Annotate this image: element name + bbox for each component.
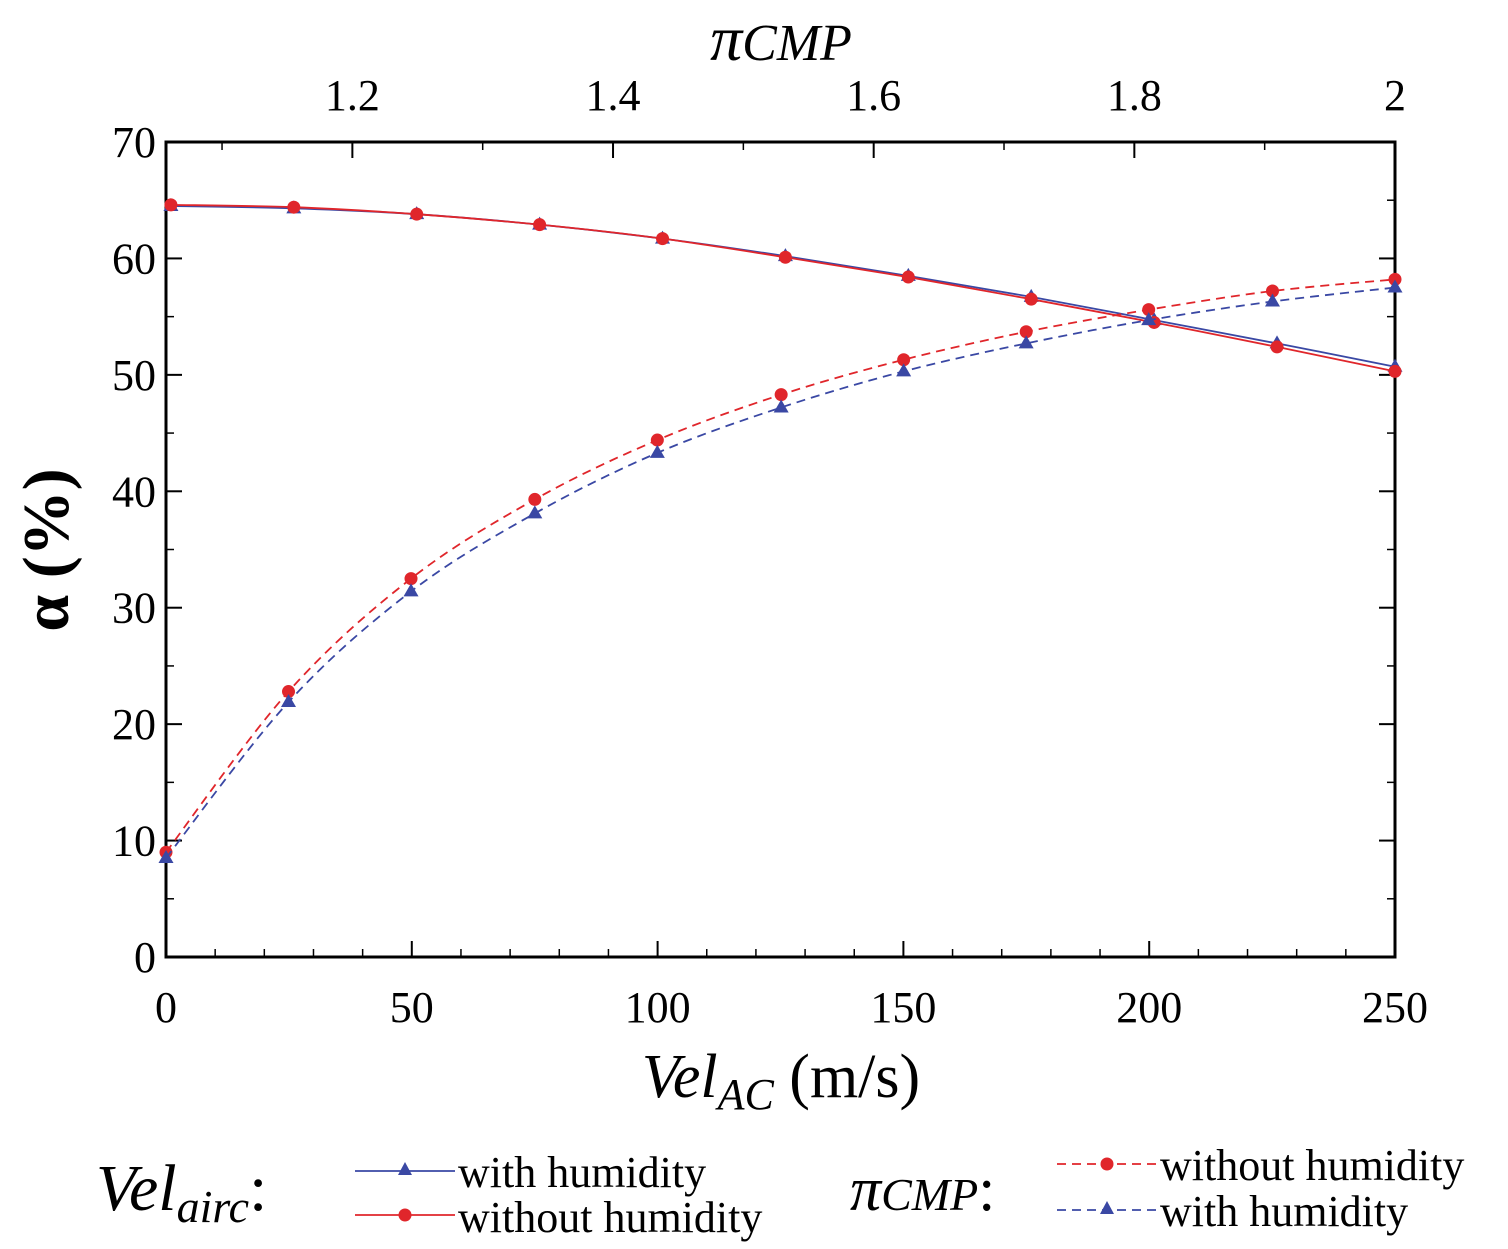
data-point-circle <box>774 388 788 402</box>
plot-frame <box>164 140 1397 959</box>
data-point-triangle <box>281 694 297 708</box>
data-point-triangle <box>403 583 419 597</box>
data-point-triangle <box>158 850 174 864</box>
data-point-circle <box>404 572 418 586</box>
legend-group2-title-cmp: CMP <box>881 1169 978 1220</box>
legend-marker-pi-without <box>1100 1157 1114 1171</box>
series-line-pi_cmp-without-humidity <box>165 278 1396 853</box>
data-point-circle <box>533 218 547 232</box>
data-point-circle <box>778 250 792 264</box>
data-point-triangle <box>527 505 543 519</box>
data-point-circle <box>901 270 915 284</box>
data-point-triangle <box>896 363 912 377</box>
x-tick-label-bottom: 150 <box>870 983 936 1032</box>
legend-group1-title-sub: airc <box>177 1181 249 1232</box>
series-vel_airc-without-humidity <box>164 198 1402 378</box>
legend-label-pi-without: without humidity <box>1160 1141 1464 1190</box>
data-point-triangle <box>773 399 789 413</box>
legend: Velairc: with humidity without humidity … <box>96 1141 1464 1242</box>
y-tick-label: 20 <box>112 700 156 749</box>
y-tick-label: 40 <box>112 467 156 516</box>
legend-marker-pi-with <box>1100 1201 1114 1214</box>
legend-group2-title-pi: π <box>850 1156 883 1224</box>
legend-label-vel-without: without humidity <box>458 1193 762 1242</box>
x-tick-label-bottom: 50 <box>390 983 434 1032</box>
data-point-circle <box>897 353 911 367</box>
series-line-vel_airc-with-humidity <box>170 205 1396 368</box>
data-point-circle <box>410 207 424 221</box>
x-tick-label-top: 1.8 <box>1107 71 1162 120</box>
data-point-circle <box>1265 284 1279 298</box>
bottom-axis-title-main: Vel <box>642 1043 718 1111</box>
data-point-circle <box>287 200 301 214</box>
tick-marks <box>165 141 1396 958</box>
y-tick-label: 60 <box>112 234 156 283</box>
legend-group2-title: πCMP: <box>850 1156 995 1224</box>
data-point-circle <box>650 433 664 447</box>
data-point-circle <box>1388 272 1402 286</box>
data-point-circle <box>656 232 670 246</box>
series-vel_airc-with-humidity <box>163 198 1403 372</box>
top-axis-title-pi: π <box>710 3 744 74</box>
data-point-triangle <box>1264 293 1280 307</box>
series-layer <box>158 198 1403 864</box>
legend-label-pi-with: with humidity <box>1160 1187 1408 1236</box>
y-tick-label: 0 <box>134 933 156 982</box>
data-point-circle <box>1019 325 1033 339</box>
y-tick-label: 10 <box>112 817 156 866</box>
data-point-triangle <box>649 444 665 458</box>
y-tick-label: 50 <box>112 351 156 400</box>
legend-marker-vel-with <box>398 1162 412 1175</box>
data-point-triangle <box>1018 335 1034 349</box>
x-tick-label-top: 1.4 <box>586 71 641 120</box>
bottom-axis-title-sub: AC <box>715 1070 775 1119</box>
legend-group2-colon: : <box>978 1156 995 1224</box>
data-point-circle <box>528 492 542 506</box>
x-tick-label-top: 1.2 <box>325 71 380 120</box>
legend-group1-colon: : <box>249 1152 267 1225</box>
data-point-circle <box>1024 292 1038 306</box>
data-point-circle <box>282 685 296 699</box>
series-line-pi_cmp-with-humidity <box>165 286 1396 859</box>
x-tick-label-top: 2 <box>1384 71 1406 120</box>
top-axis-title-cmp: CMP <box>742 15 852 72</box>
bottom-axis-title-unit: (m/s) <box>774 1043 920 1111</box>
data-point-circle <box>164 198 178 212</box>
x-tick-label-bottom: 0 <box>155 983 177 1032</box>
data-point-triangle <box>1141 312 1157 326</box>
x-tick-label-top: 1.6 <box>846 71 901 120</box>
series-line-vel_airc-without-humidity <box>170 203 1396 373</box>
legend-marker-vel-without <box>398 1208 412 1222</box>
y-tick-label: 70 <box>112 118 156 167</box>
legend-group1-title: Velairc: <box>96 1152 267 1232</box>
legend-group1-title-main: Vel <box>96 1152 177 1225</box>
data-point-circle <box>1388 364 1402 378</box>
series-pi_cmp-without-humidity <box>159 272 1402 859</box>
y-axis-title: α (%) <box>10 468 83 631</box>
x-tick-label-bottom: 250 <box>1362 983 1428 1032</box>
series-pi_cmp-with-humidity <box>158 279 1403 864</box>
data-point-circle <box>1270 340 1284 354</box>
data-point-circle <box>1142 303 1156 317</box>
x-tick-label-bottom: 100 <box>625 983 691 1032</box>
x-tick-label-bottom: 200 <box>1116 983 1182 1032</box>
y-tick-label: 30 <box>112 584 156 633</box>
legend-label-vel-with: with humidity <box>458 1148 706 1197</box>
top-axis-title: πCMP <box>710 3 852 74</box>
data-point-triangle <box>1387 279 1403 293</box>
bottom-axis-title: VelAC (m/s) <box>642 1043 920 1119</box>
